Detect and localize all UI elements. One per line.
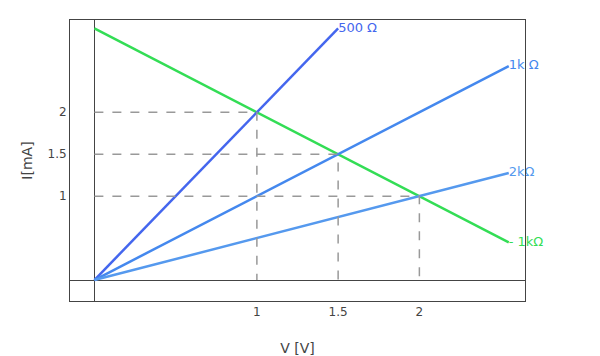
svg-text:2: 2 [59, 105, 67, 119]
svg-text:V [V]: V [V] [280, 340, 315, 356]
svg-text:2kΩ: 2kΩ [509, 164, 535, 179]
svg-text:1.5: 1.5 [48, 147, 67, 161]
svg-text:I[mA]: I[mA] [19, 141, 35, 179]
svg-text:500 Ω: 500 Ω [338, 20, 377, 35]
svg-text:- 1kΩ: - 1kΩ [509, 234, 544, 249]
svg-text:1k Ω: 1k Ω [509, 57, 539, 72]
svg-text:1.5: 1.5 [329, 305, 348, 319]
svg-text:1: 1 [59, 189, 67, 203]
svg-text:1: 1 [253, 305, 261, 319]
svg-text:2: 2 [416, 305, 424, 319]
